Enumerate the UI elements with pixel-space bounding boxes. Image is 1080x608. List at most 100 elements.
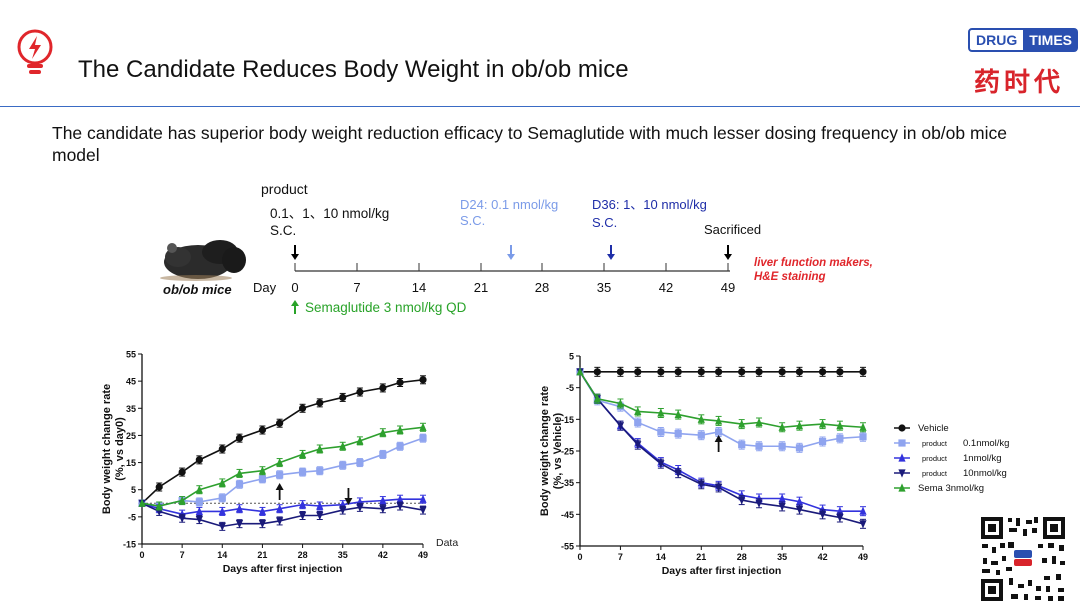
- data-point: [778, 422, 786, 431]
- data-point: [795, 505, 804, 515]
- header-divider: [0, 106, 1080, 107]
- plot-area: 5 -5 -15 -25 -35 -45 -550 7 14 21 28 35 42 49 Days aft…: [539, 352, 1009, 578]
- data-point: [697, 431, 705, 439]
- x-tick-label: 21: [257, 550, 267, 560]
- data-point: [795, 368, 804, 376]
- chart-weight-vs-vehicle: 5 -5 -15 -25 -35 -45 -550 7 14 21 28 35 42 49 Days aft…: [539, 352, 1009, 578]
- x-tick-label: 21: [696, 552, 706, 562]
- x-tick-label: 49: [418, 550, 428, 560]
- y-tick-label: -45: [561, 510, 574, 520]
- qr-code-image: [978, 514, 1068, 604]
- data-point: [836, 421, 844, 430]
- d24-dose: D24: 0.1 nmol/kg: [460, 197, 558, 212]
- data-point: [258, 520, 267, 529]
- data-point: [218, 494, 226, 502]
- data-point: [178, 495, 186, 505]
- page-title: The Candidate Reduces Body Weight in ob/…: [78, 56, 629, 83]
- data-point: [674, 368, 682, 376]
- data-point: [738, 368, 746, 376]
- data-point: [715, 416, 723, 425]
- day-tick-42: 42: [659, 280, 673, 295]
- x-tick-label: 42: [818, 552, 828, 562]
- series-1: [576, 368, 867, 453]
- data-point: [356, 388, 364, 396]
- sema-label: Semaglutide 3 nmol/kg QD: [305, 300, 467, 315]
- x-tick-label: 7: [618, 552, 623, 562]
- data-point: [674, 469, 682, 478]
- data-point: [235, 480, 244, 488]
- x-tick-label: 42: [378, 550, 388, 560]
- data-point: [818, 419, 827, 428]
- day-tick-49: 49: [721, 280, 735, 295]
- data-point: [657, 428, 665, 436]
- data-point: [178, 514, 186, 523]
- y-tick-label: 55: [126, 350, 136, 360]
- lightbulb-icon: [17, 29, 53, 74]
- data-point: [235, 468, 244, 478]
- day-tick-21: 21: [474, 280, 488, 295]
- arrow-head-icon: [344, 498, 353, 505]
- legend-marker: [898, 469, 906, 478]
- y-tick-label: -15: [561, 415, 574, 425]
- data-point: [859, 422, 867, 431]
- data-point: [316, 511, 324, 521]
- data-point: [697, 414, 705, 423]
- data-point: [316, 467, 324, 475]
- data-point: [155, 501, 163, 510]
- data-point: [697, 368, 705, 376]
- data-point: [778, 493, 786, 503]
- series-line: [579, 371, 864, 525]
- data-point: [276, 517, 284, 526]
- x-tick-label: 0: [139, 550, 144, 560]
- data-point: [697, 480, 705, 489]
- data-point: [755, 442, 763, 450]
- readout-line-1: liver function makers,: [754, 257, 873, 269]
- day-tick-28: 28: [535, 280, 549, 295]
- data-point: [339, 441, 347, 450]
- series-line: [141, 378, 424, 504]
- x-tick-label: 7: [180, 550, 185, 560]
- data-point: [218, 522, 226, 531]
- data-point: [616, 368, 625, 376]
- data-point: [195, 515, 203, 525]
- legend-label: 10nmol/kg: [963, 468, 1007, 479]
- data-point: [778, 502, 786, 512]
- data-point: [258, 466, 267, 475]
- data-point: [715, 368, 723, 376]
- series-3: [576, 368, 867, 529]
- data-point: [657, 460, 665, 469]
- data-point: [616, 398, 625, 408]
- data-point: [379, 505, 387, 514]
- data-point: [298, 449, 307, 459]
- legend-prefix: product: [922, 439, 948, 448]
- arrow-down-icon: [507, 245, 515, 260]
- data-point: [155, 483, 163, 491]
- data-point: [795, 421, 804, 430]
- legend-prefix: product: [922, 454, 948, 463]
- data-point: [634, 368, 642, 376]
- data-point: [298, 500, 307, 509]
- arrow-up-icon: [291, 300, 299, 314]
- legend-marker: [898, 453, 906, 462]
- x-tick-label: 0: [577, 552, 582, 562]
- data-point: [218, 445, 226, 453]
- data-point: [778, 368, 786, 376]
- slide-subtitle: The candidate has superior body weight r…: [52, 123, 1007, 165]
- chart-weight-vs-day0: -15 -5 5 15 25 35 45 55 0 7 14 21 28 35 42 49 Days after…: [101, 350, 460, 576]
- data-point: [715, 428, 723, 436]
- series-3: [138, 499, 427, 531]
- data-point: [419, 494, 427, 503]
- series-4: [576, 367, 867, 433]
- logo-chinese: 药时代: [974, 67, 1065, 97]
- y-tick-label: -25: [561, 447, 574, 457]
- y-tick-label: 25: [126, 431, 136, 441]
- arrow-down-icon: [724, 245, 732, 260]
- y-tick-label: -35: [561, 478, 574, 488]
- readout-line-2: H&E staining: [754, 271, 826, 283]
- data-point: [379, 450, 387, 459]
- logo-text-right: TIMES: [1023, 28, 1079, 52]
- data-point: [755, 368, 763, 376]
- d36-dose: D36: 1、10 nmol/kg: [592, 197, 707, 212]
- y-tick-label: 15: [126, 458, 136, 468]
- data-point: [657, 368, 665, 376]
